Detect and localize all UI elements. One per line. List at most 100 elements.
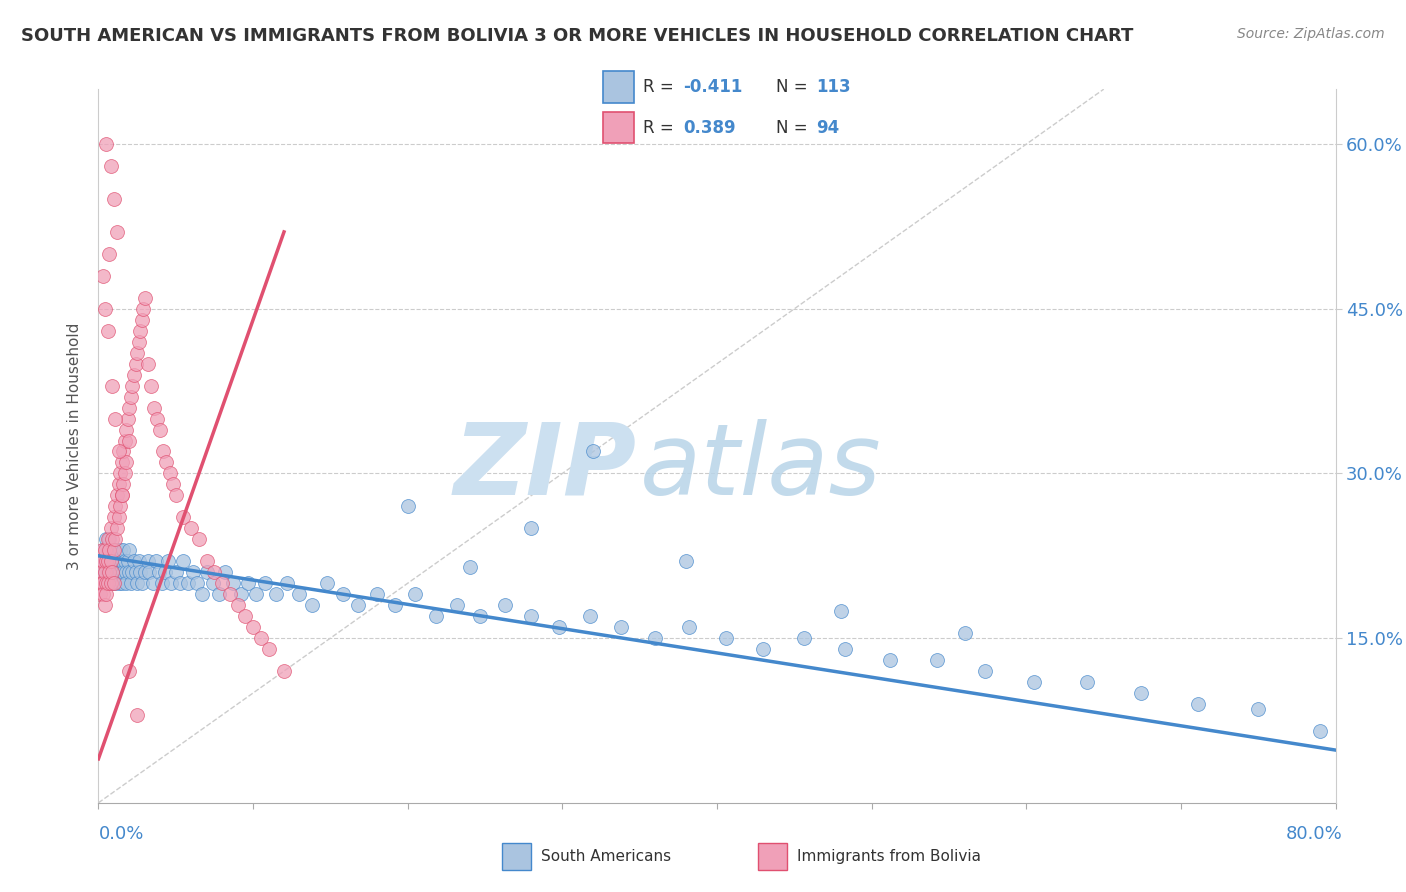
Point	[100, 554, 122, 568]
Point	[226, 598, 249, 612]
Point	[162, 477, 184, 491]
Point	[134, 566, 156, 580]
Point	[396, 500, 419, 514]
Text: 0.389: 0.389	[683, 119, 735, 136]
Point	[120, 390, 142, 404]
Point	[107, 477, 129, 491]
Point	[644, 631, 666, 645]
Point	[107, 576, 129, 591]
Point	[98, 576, 121, 591]
Point	[103, 192, 125, 206]
Point	[104, 411, 127, 425]
Point	[211, 576, 233, 591]
Point	[1129, 686, 1152, 700]
Point	[245, 587, 267, 601]
Point	[520, 609, 543, 624]
Point	[89, 566, 111, 580]
Point	[152, 444, 174, 458]
Point	[879, 653, 901, 667]
Point	[117, 411, 139, 425]
Point	[458, 559, 481, 574]
Point	[104, 554, 127, 568]
Point	[165, 566, 187, 580]
Point	[139, 378, 162, 392]
Point	[97, 566, 120, 580]
Point	[105, 488, 128, 502]
Point	[89, 576, 111, 591]
Point	[195, 554, 218, 568]
Point	[97, 543, 120, 558]
Point	[91, 576, 114, 591]
Point	[89, 587, 111, 601]
Point	[124, 357, 146, 371]
Point	[96, 576, 118, 591]
Bar	[603, 71, 634, 103]
Point	[100, 566, 122, 580]
Point	[181, 566, 204, 580]
Point	[169, 576, 191, 591]
Point	[273, 664, 295, 678]
Text: -0.411: -0.411	[683, 78, 742, 96]
Point	[107, 444, 129, 458]
Point	[121, 378, 143, 392]
Bar	[502, 843, 531, 870]
Point	[366, 587, 388, 601]
Point	[124, 566, 146, 580]
Point	[115, 455, 138, 469]
Point	[131, 576, 153, 591]
Point	[1187, 697, 1209, 711]
Bar	[758, 843, 787, 870]
Point	[107, 554, 129, 568]
Point	[155, 455, 177, 469]
Point	[114, 434, 136, 448]
Point	[118, 566, 141, 580]
Point	[98, 566, 121, 580]
Point	[115, 566, 138, 580]
Point	[157, 554, 180, 568]
Point	[332, 587, 354, 601]
Point	[108, 500, 131, 514]
Point	[214, 566, 236, 580]
Point	[925, 653, 948, 667]
Point	[103, 543, 125, 558]
Point	[98, 554, 121, 568]
Point	[91, 554, 114, 568]
Point	[100, 576, 122, 591]
Point	[1022, 675, 1045, 690]
Point	[111, 455, 134, 469]
Point	[108, 566, 131, 580]
Point	[129, 566, 152, 580]
Point	[793, 631, 815, 645]
Point	[582, 444, 605, 458]
Point	[145, 554, 167, 568]
Point	[173, 510, 195, 524]
Text: 94: 94	[817, 119, 839, 136]
Point	[100, 159, 122, 173]
Point	[100, 521, 122, 535]
Point	[1247, 702, 1270, 716]
Point	[973, 664, 995, 678]
Point	[195, 566, 218, 580]
Point	[97, 554, 120, 568]
Point	[101, 533, 124, 547]
Point	[165, 488, 187, 502]
Point	[834, 642, 856, 657]
Point	[101, 566, 124, 580]
Point	[131, 312, 153, 326]
Point	[405, 587, 427, 601]
Point	[91, 268, 114, 283]
Point	[222, 576, 245, 591]
Point	[98, 247, 121, 261]
Point	[347, 598, 370, 612]
Text: SOUTH AMERICAN VS IMMIGRANTS FROM BOLIVIA 3 OR MORE VEHICLES IN HOUSEHOLD CORREL: SOUTH AMERICAN VS IMMIGRANTS FROM BOLIVI…	[21, 27, 1133, 45]
Point	[115, 423, 138, 437]
Point	[93, 566, 115, 580]
Point	[610, 620, 633, 634]
Point	[266, 587, 288, 601]
Point	[150, 576, 173, 591]
Point	[101, 576, 124, 591]
Point	[470, 609, 492, 624]
Point	[93, 543, 115, 558]
Point	[120, 576, 142, 591]
Point	[90, 576, 112, 591]
